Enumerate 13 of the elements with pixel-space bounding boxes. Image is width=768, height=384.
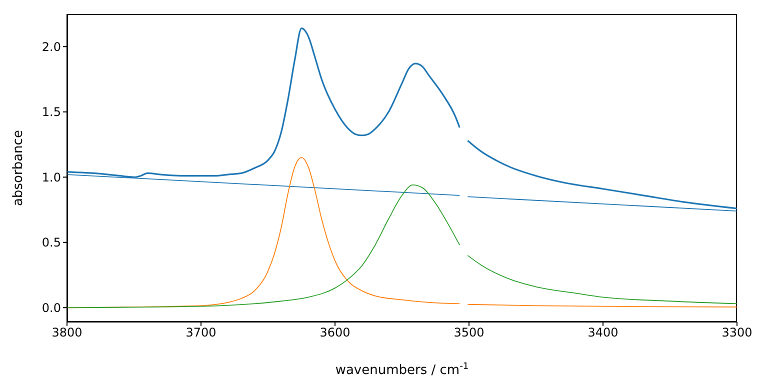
y-axis-title: absorbance bbox=[11, 130, 26, 206]
x-tick-label: 3300 bbox=[722, 326, 752, 340]
y-tick-label: 0.5 bbox=[42, 236, 61, 250]
y-tick-label: 1.5 bbox=[42, 105, 61, 120]
x-tick-label: 3400 bbox=[588, 326, 618, 340]
x-tick-label: 3600 bbox=[320, 326, 350, 340]
y-tick-label: 0.0 bbox=[42, 300, 61, 315]
x-axis-title: wavenumbers / cm$^{-1}$ bbox=[335, 362, 469, 378]
y-tick-label: 1.0 bbox=[42, 170, 61, 184]
x-tick-label: 3500 bbox=[454, 326, 484, 340]
x-tick-label: 3800 bbox=[52, 326, 82, 340]
x-tick-label: 3700 bbox=[186, 326, 216, 340]
y-tick-label: 2.0 bbox=[42, 40, 61, 54]
